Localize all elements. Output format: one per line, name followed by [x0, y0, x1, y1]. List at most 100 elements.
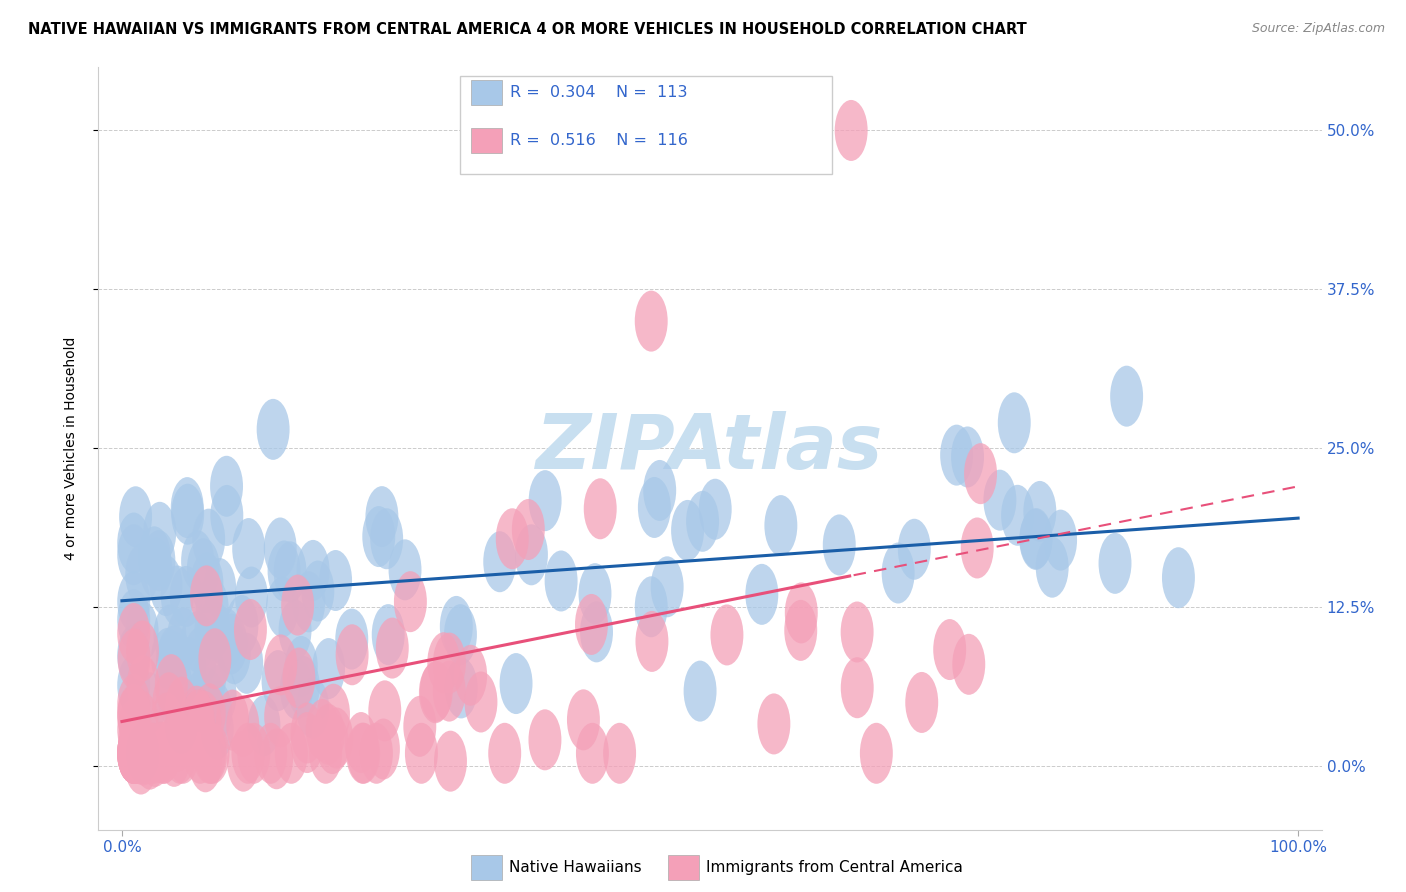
Ellipse shape	[292, 572, 325, 632]
Ellipse shape	[499, 653, 533, 714]
Ellipse shape	[125, 733, 157, 795]
Ellipse shape	[180, 611, 214, 673]
Ellipse shape	[785, 600, 817, 661]
Ellipse shape	[127, 621, 159, 681]
Ellipse shape	[150, 692, 183, 754]
Ellipse shape	[433, 632, 465, 694]
Ellipse shape	[153, 605, 187, 665]
Ellipse shape	[183, 671, 217, 732]
Ellipse shape	[952, 634, 986, 695]
Ellipse shape	[285, 636, 318, 697]
Ellipse shape	[181, 531, 214, 591]
Ellipse shape	[117, 723, 150, 784]
Ellipse shape	[1036, 537, 1069, 598]
Ellipse shape	[305, 699, 339, 760]
Ellipse shape	[515, 524, 548, 585]
Ellipse shape	[440, 596, 472, 657]
Ellipse shape	[1111, 366, 1143, 426]
Ellipse shape	[950, 426, 984, 487]
Ellipse shape	[125, 690, 159, 752]
Ellipse shape	[180, 686, 214, 747]
Ellipse shape	[427, 632, 460, 693]
Ellipse shape	[335, 608, 368, 670]
Ellipse shape	[195, 577, 229, 639]
Ellipse shape	[283, 648, 315, 708]
Ellipse shape	[405, 723, 437, 784]
Ellipse shape	[278, 599, 312, 661]
Ellipse shape	[209, 608, 243, 669]
Ellipse shape	[367, 719, 399, 780]
Ellipse shape	[194, 723, 228, 784]
Ellipse shape	[651, 557, 683, 617]
Ellipse shape	[257, 399, 290, 460]
Text: Source: ZipAtlas.com: Source: ZipAtlas.com	[1251, 22, 1385, 36]
Ellipse shape	[165, 693, 198, 754]
Ellipse shape	[297, 677, 329, 739]
Ellipse shape	[238, 723, 270, 784]
Ellipse shape	[193, 648, 226, 708]
Ellipse shape	[170, 477, 204, 538]
Ellipse shape	[188, 731, 222, 792]
Ellipse shape	[148, 723, 180, 784]
Ellipse shape	[1001, 484, 1033, 546]
Ellipse shape	[686, 491, 718, 552]
Ellipse shape	[274, 541, 307, 602]
Ellipse shape	[127, 723, 159, 784]
Ellipse shape	[583, 478, 617, 540]
Ellipse shape	[117, 684, 150, 745]
Ellipse shape	[264, 634, 297, 696]
Ellipse shape	[117, 655, 150, 715]
Ellipse shape	[120, 723, 152, 784]
Ellipse shape	[152, 673, 186, 733]
Text: Native Hawaiians: Native Hawaiians	[509, 860, 641, 874]
Ellipse shape	[134, 729, 166, 789]
Ellipse shape	[274, 723, 308, 784]
Ellipse shape	[529, 470, 561, 531]
Ellipse shape	[576, 723, 609, 784]
Ellipse shape	[117, 513, 150, 574]
Ellipse shape	[366, 486, 398, 547]
Ellipse shape	[218, 624, 250, 684]
Ellipse shape	[198, 628, 232, 690]
Ellipse shape	[434, 731, 467, 792]
Ellipse shape	[143, 502, 176, 563]
Ellipse shape	[117, 685, 150, 747]
Ellipse shape	[118, 709, 152, 770]
Ellipse shape	[835, 100, 868, 161]
Ellipse shape	[280, 658, 312, 720]
Ellipse shape	[149, 555, 183, 616]
Ellipse shape	[127, 655, 160, 716]
Ellipse shape	[484, 532, 516, 592]
Ellipse shape	[347, 723, 380, 784]
Ellipse shape	[231, 632, 263, 694]
Ellipse shape	[433, 661, 465, 722]
Ellipse shape	[193, 683, 225, 744]
Ellipse shape	[117, 723, 150, 784]
Ellipse shape	[444, 604, 477, 665]
Ellipse shape	[309, 723, 342, 784]
Ellipse shape	[131, 723, 165, 784]
Ellipse shape	[934, 619, 966, 680]
Ellipse shape	[117, 673, 150, 735]
Ellipse shape	[120, 486, 152, 548]
Ellipse shape	[375, 617, 409, 679]
Ellipse shape	[346, 723, 380, 784]
Ellipse shape	[194, 599, 228, 659]
Ellipse shape	[121, 705, 153, 765]
Ellipse shape	[117, 723, 150, 784]
Text: R =  0.516    N =  116: R = 0.516 N = 116	[510, 134, 689, 148]
Ellipse shape	[394, 571, 427, 632]
Ellipse shape	[312, 638, 344, 699]
Ellipse shape	[117, 723, 150, 784]
Ellipse shape	[841, 601, 873, 663]
Ellipse shape	[166, 723, 200, 784]
Ellipse shape	[145, 722, 177, 782]
Ellipse shape	[1019, 509, 1052, 570]
Ellipse shape	[823, 515, 856, 575]
Ellipse shape	[235, 566, 269, 628]
Ellipse shape	[191, 668, 224, 729]
Ellipse shape	[301, 560, 335, 622]
Ellipse shape	[464, 672, 498, 732]
Ellipse shape	[785, 582, 818, 643]
Ellipse shape	[173, 637, 207, 698]
